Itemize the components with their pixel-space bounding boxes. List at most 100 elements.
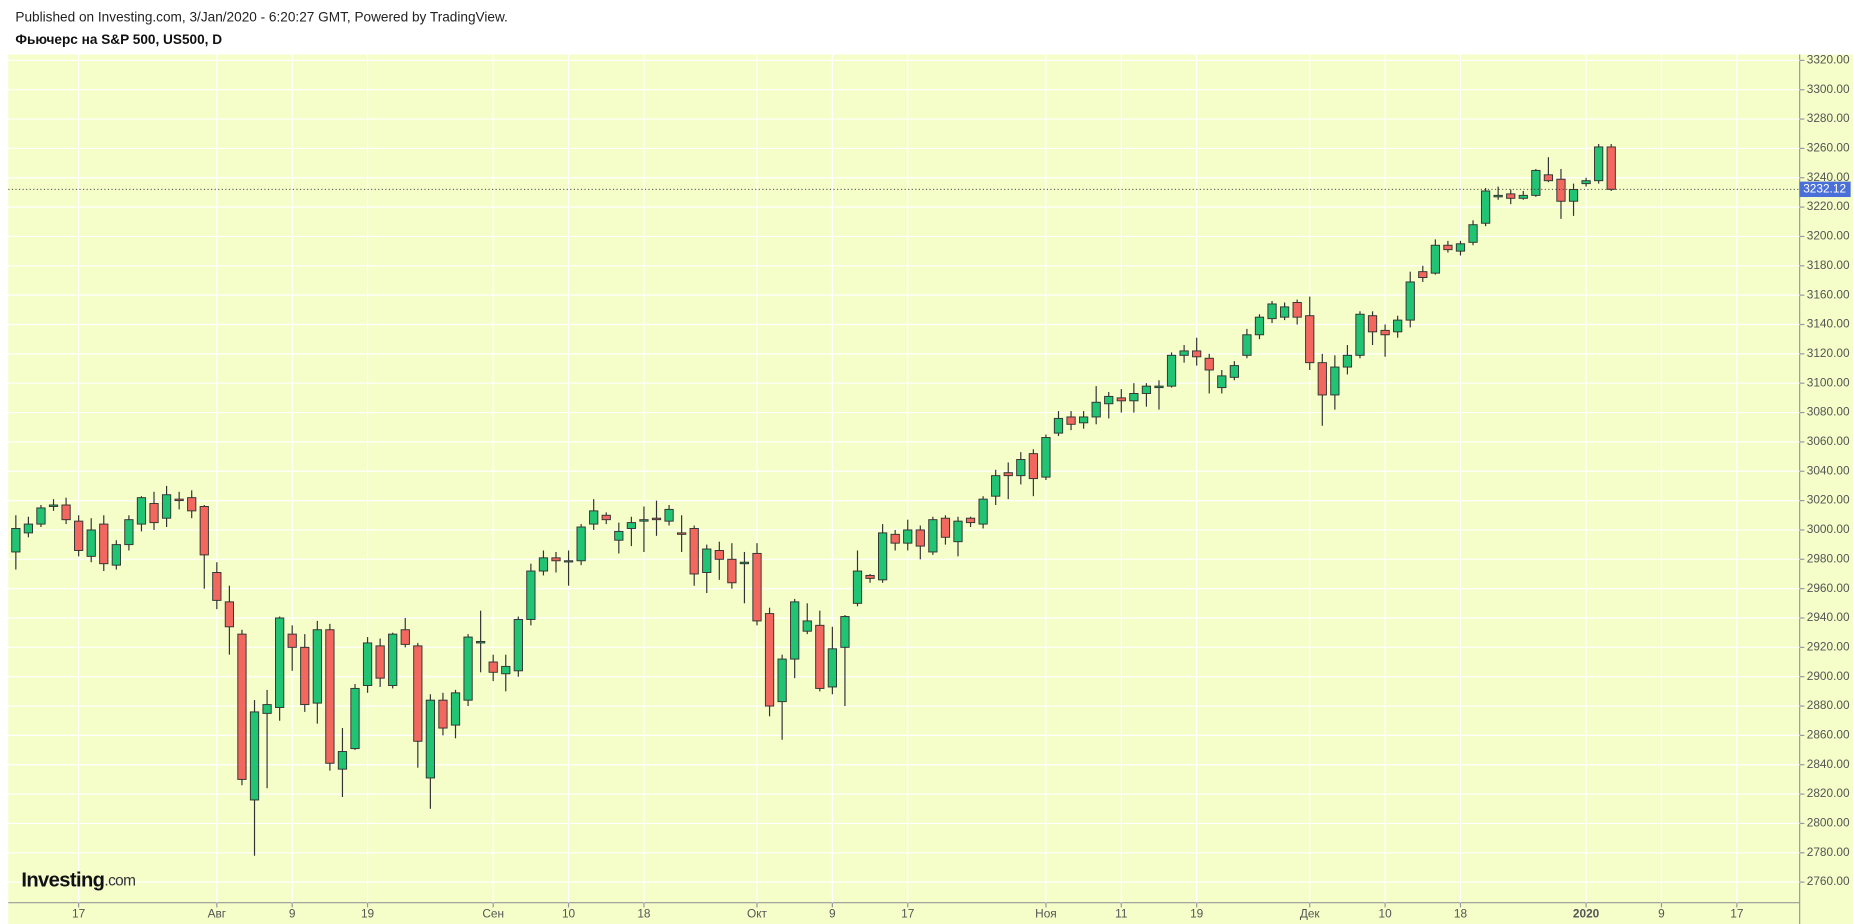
candle-body [413,645,423,742]
candle-body [890,533,900,544]
candle-body [350,687,360,750]
last-price-box [1799,181,1851,198]
candle-body [1179,350,1189,356]
y-tick-label: 3180.00 [1807,258,1850,272]
candle-body [161,494,172,519]
x-tick-label: Дек [1300,907,1321,921]
candle-body [651,517,662,521]
candle-body [601,514,611,521]
y-tick-label: 3280.00 [1807,111,1850,125]
candle-body [790,601,800,660]
candle-body [965,517,976,524]
x-tick-label: Ноя [1035,907,1057,921]
candle-body [224,601,235,628]
y-tick-label: 3160.00 [1807,287,1850,301]
candle-body [1305,315,1315,364]
candle-body [1430,244,1440,274]
candle-body [940,517,951,538]
candle-body [388,633,398,686]
candle-body [149,503,159,524]
logo: Investing.com [21,870,135,892]
candle-body [802,620,812,632]
y-tick-label: 3300.00 [1807,82,1850,96]
y-tick-label: 3140.00 [1807,317,1850,331]
x-tick-label: 9 [1658,907,1665,921]
y-tick-label: 2940.00 [1807,610,1850,624]
candle-body [777,658,787,703]
candle-body [1066,416,1076,425]
x-tick-label: 18 [1454,907,1468,921]
candle-body [1380,329,1390,336]
candle-body [563,560,574,563]
y-tick-label: 3080.00 [1807,405,1850,419]
candle-body [1556,178,1566,202]
candles [8,144,1800,856]
chart-title: Фьючерс на S&P 500, US500, D [15,32,222,47]
candle-body [752,552,762,622]
plot-area [8,54,1800,903]
candle-body [337,751,348,770]
logo-main: Investing [21,870,104,892]
candle-body [212,572,222,601]
candle-body [124,519,134,546]
y-tick-label: 2840.00 [1807,757,1850,771]
y-tick-label: 2920.00 [1807,639,1850,653]
candle-body [1405,281,1415,321]
candle-body [1594,146,1604,182]
y-tick-label: 2880.00 [1807,698,1850,712]
candle-body [576,526,586,562]
y-tick-label: 3260.00 [1807,141,1850,155]
x-tick-label: 10 [1379,907,1393,921]
candle-body [262,704,272,714]
candle-body [463,636,473,701]
candle-body [1468,224,1478,243]
candle-body [991,475,1001,497]
candle-body [903,529,913,544]
candle-body [362,642,373,686]
candle-body [174,498,184,502]
y-tick-label: 3040.00 [1807,463,1850,477]
candle-body [1229,365,1239,378]
candle-body [111,544,121,566]
candle-body [639,519,649,522]
candle-body [827,648,837,688]
candle-body [928,519,938,553]
candle-body [438,699,448,729]
candle-body [400,629,410,645]
candle-body [1116,397,1126,402]
candle-body [1003,472,1013,477]
candle-body [714,550,724,560]
candle-body [1041,437,1051,478]
candle-body [1129,392,1139,402]
candle-body [526,570,536,620]
y-tick-label: 2780.00 [1807,845,1850,859]
candle-body [1418,271,1428,279]
y-tick-label: 2800.00 [1807,816,1850,830]
y-tick-label: 3220.00 [1807,199,1850,213]
candle-body [450,692,461,726]
candle-body [1506,193,1516,199]
candle-body [99,523,109,565]
candle-body [1192,350,1202,358]
logo-suffix: .com [104,872,135,889]
y-tick-label: 2980.00 [1807,551,1850,565]
y-tick-label: 3120.00 [1807,346,1850,360]
candle-body [1568,189,1579,202]
candle-body [865,574,875,579]
candle-body [1531,169,1541,196]
x-tick-label: 17 [901,907,914,921]
candle-body [488,661,498,673]
x-tick-label: Авг [208,907,227,921]
candle-body [1455,243,1466,252]
candle-body [187,497,197,512]
candle-body [1028,453,1038,480]
candle-body [727,558,737,584]
candle-body [325,629,335,764]
x-tick-label: 11 [1115,907,1128,921]
candle-body [1367,315,1378,333]
x-tick-label: 9 [289,907,296,921]
candle-body [23,523,34,534]
candle-body [287,633,297,648]
